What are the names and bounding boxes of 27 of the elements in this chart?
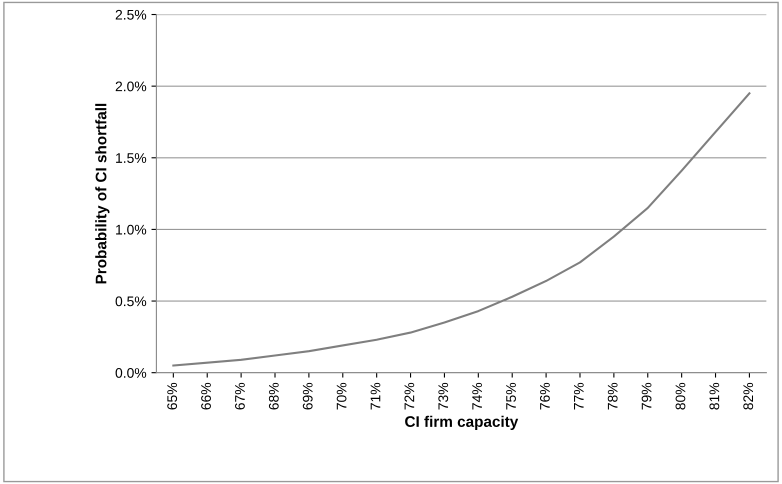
x-tick-label: 65% — [167, 382, 178, 410]
y-axis-title: Probability of CI shortfall — [95, 104, 110, 284]
line-series — [172, 92, 750, 367]
x-tick-label: 78% — [608, 382, 618, 410]
x-tick-label: 69% — [302, 382, 313, 410]
x-tick-label: 73% — [438, 382, 448, 410]
y-tick-label: 2.0% — [116, 81, 146, 92]
x-tick-label: 77% — [574, 382, 584, 410]
x-tick-label: 80% — [676, 382, 686, 410]
x-tick-label: 71% — [370, 382, 380, 410]
x-tick-label: 76% — [540, 382, 550, 410]
x-tick-label: 81% — [709, 382, 720, 410]
x-tick-label: 67% — [235, 382, 245, 410]
x-axis-title: CI firm capacity — [405, 416, 518, 430]
y-tick-label: 1.5% — [116, 153, 146, 163]
x-tick-label: 79% — [642, 382, 652, 410]
x-tick-label: 75% — [506, 382, 516, 410]
x-tick-label: 70% — [336, 382, 347, 410]
x-tick-label: 72% — [404, 382, 414, 410]
x-tick-label: 66% — [201, 382, 211, 410]
x-tick-label: 68% — [268, 382, 279, 410]
y-tick-label: 0.5% — [116, 296, 146, 306]
x-tick-label: 74% — [472, 382, 482, 410]
y-tick-label: 1.0% — [116, 224, 146, 235]
x-tick-label: 82% — [743, 382, 754, 410]
y-tick-label: 0.0% — [116, 368, 146, 378]
y-tick-label: 2.5% — [116, 10, 146, 20]
